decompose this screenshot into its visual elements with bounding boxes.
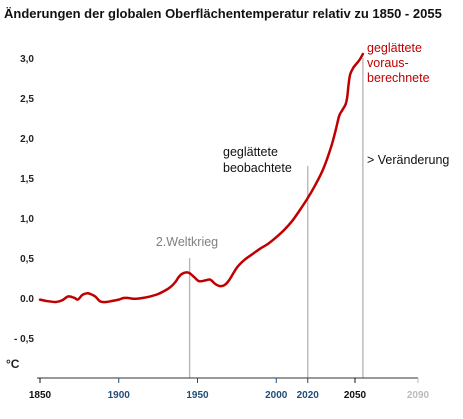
x-tick-label: 1850: [29, 390, 52, 401]
x-axis-ticks: 1850 1900 1950 2000 2020 2050 2090: [29, 378, 430, 401]
y-tick-label: 3,0: [20, 54, 34, 65]
x-tick-label: 2090: [407, 390, 430, 401]
chart-title: Änderungen der globalen Oberflächentempe…: [4, 6, 442, 21]
x-tick-label: 2050: [344, 390, 367, 401]
y-tick-label: 1,0: [20, 214, 34, 225]
y-tick-label: - 0,5: [14, 334, 34, 345]
annotation-observed: geglättete beobachtete: [223, 145, 292, 175]
annotation-projected: geglättete voraus-berechnete: [367, 41, 430, 85]
y-tick-label: 1,5: [20, 174, 34, 185]
x-tick-label: 1900: [108, 390, 131, 401]
annotations: 2.Weltkrieg geglättete beobachtete > Veränd…: [156, 41, 450, 249]
x-tick-label: 2020: [297, 390, 320, 401]
y-tick-label: 0,5: [20, 254, 34, 265]
temperature-curve: [38, 52, 365, 304]
y-axis-unit: °C: [6, 357, 20, 371]
annotation-change: > Veränderung: [367, 153, 449, 167]
x-tick-label: 1950: [186, 390, 209, 401]
y-axis-ticks: 3,0 2,5 2,0 1,5 1,0 0,5 0.0 - 0,5: [14, 54, 34, 345]
y-tick-label: 2,0: [20, 134, 34, 145]
annotation-ww2: 2.Weltkrieg: [156, 235, 218, 249]
y-tick-label: 0.0: [20, 294, 34, 305]
x-tick-label: 2000: [265, 390, 288, 401]
y-tick-label: 2,5: [20, 94, 34, 105]
reference-lines: [188, 58, 364, 378]
